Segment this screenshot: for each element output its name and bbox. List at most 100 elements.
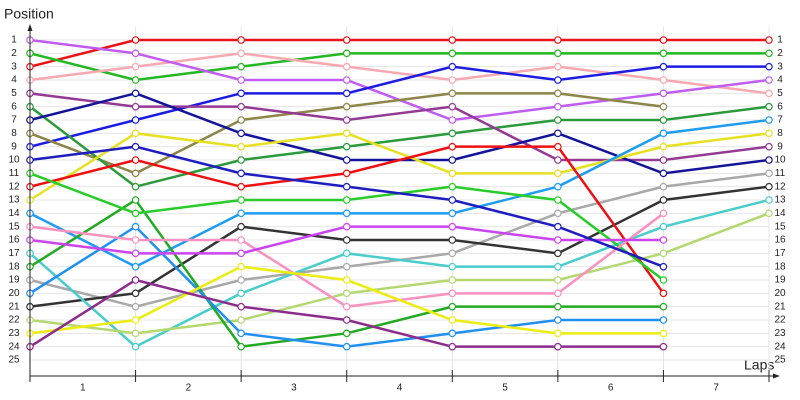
y-tick-label: 8 [11,128,17,139]
point [237,129,245,138]
point [765,49,773,58]
point [237,156,245,164]
point [448,76,457,84]
y-tick-label-right: 21 [774,301,786,312]
y-tick-label: 15 [8,221,20,232]
y-tick-label-right: 23 [774,328,786,339]
point [554,36,562,44]
point [554,262,562,271]
y-tick-label-right: 24 [774,341,786,352]
point [765,182,773,191]
point [765,102,773,111]
point [237,249,245,258]
point [448,196,457,204]
point [131,249,140,258]
point [131,262,140,271]
point [448,342,457,351]
point [237,209,245,218]
y-tick-label: 9 [11,141,17,152]
x-tick-label: 3 [291,383,297,394]
x-tick-label: 6 [608,383,614,394]
point [131,329,140,338]
point [342,142,351,151]
point [131,36,140,44]
y-tick-label-right: 13 [774,195,786,206]
y-tick-label-right: 16 [774,235,786,246]
point [131,76,140,84]
point [131,62,140,71]
y-tick-label: 17 [8,248,20,259]
point [554,62,562,71]
point [237,342,245,351]
point [342,76,351,84]
point [131,196,140,204]
point [342,169,351,178]
y-tick-label-right: 25 [774,355,786,366]
point [554,196,562,204]
y-axis-title: Position [4,6,54,22]
point [131,276,140,284]
point [765,76,773,84]
y-axis-arrow [27,24,33,31]
point [131,49,140,58]
x-tick-label: 5 [502,383,508,394]
y-tick-label: 18 [8,261,20,272]
series-line [29,198,770,349]
point [448,209,457,218]
y-tick-label: 25 [8,355,20,366]
point [342,342,351,351]
y-tick-label: 3 [11,61,17,72]
point [659,116,668,124]
point [659,182,668,191]
point [342,62,351,71]
point [659,262,668,271]
point [659,289,668,298]
point [448,249,457,258]
x-tick-label: 4 [397,383,403,394]
point [448,329,457,338]
y-tick-label-right: 15 [774,221,786,232]
point [554,289,562,298]
y-tick-label-right: 11 [775,168,786,179]
point [237,102,245,111]
point [342,129,351,138]
series-line [29,92,770,162]
point [448,182,457,191]
point [448,89,457,98]
point [659,62,668,71]
point [237,36,245,44]
point [342,302,351,311]
point [765,169,773,178]
point [448,276,457,284]
point [554,182,562,191]
series-line [29,118,770,269]
point [765,196,773,204]
y-tick-label: 10 [8,155,20,166]
y-tick-label-right: 3 [777,61,783,72]
y-tick-label-right: 12 [774,181,786,192]
point [342,316,351,324]
point [342,89,351,98]
point [237,289,245,298]
point [342,156,351,164]
point [342,116,351,124]
x-tick-label: 2 [186,383,192,394]
point [659,142,668,151]
point [131,89,140,98]
series-line [29,52,769,82]
point [659,302,668,311]
point [342,236,351,244]
point [237,196,245,204]
point [448,129,457,138]
y-tick-label: 20 [8,288,20,299]
point [237,49,245,58]
series-line [29,52,770,95]
series-line [29,212,770,335]
point [237,76,245,84]
y-tick-label: 22 [8,315,20,326]
point [342,289,351,298]
point [659,169,668,178]
y-tick-label: 16 [8,235,20,246]
point [448,156,457,164]
